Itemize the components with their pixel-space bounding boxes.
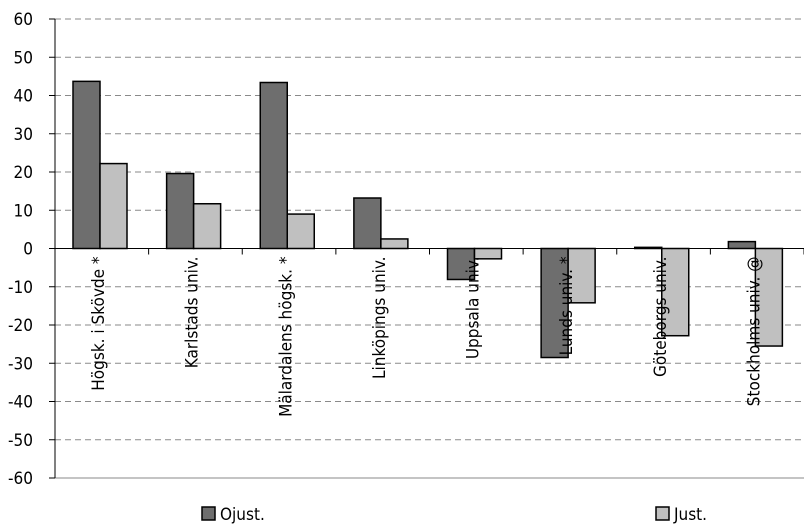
- category-label: Göteborgs univ.: [651, 257, 671, 377]
- bar-ojust: [259, 81, 288, 250]
- y-tick-label: 20: [14, 163, 33, 183]
- bar-just: [99, 162, 128, 250]
- bar-ojust: [353, 197, 382, 250]
- bar-ojust: [165, 172, 195, 250]
- bar-ojust: [727, 240, 757, 250]
- bar-just: [192, 202, 222, 250]
- legend-label-ojust: Ojust.: [220, 505, 265, 525]
- y-tick-label: 0: [23, 240, 33, 260]
- y-tick-label: 40: [14, 87, 33, 107]
- y-tick-label: -30: [8, 354, 33, 374]
- y-tick-label: -40: [8, 393, 33, 413]
- bars: [54, 80, 804, 359]
- y-tick-label: -60: [8, 469, 33, 489]
- legend-label-just: Just.: [673, 505, 707, 525]
- legend-swatch-just: [655, 506, 670, 521]
- category-label: Högsk. i Skövde *: [89, 256, 109, 391]
- y-tick-label: 60: [14, 10, 33, 30]
- bar-just: [661, 247, 690, 337]
- y-tick-label: -10: [8, 278, 33, 298]
- legend-swatch-ojust: [201, 506, 216, 521]
- y-axis: 60 50 40 30 20 10 0 -10 -20 -30 -40 -50 -60: [8, 10, 56, 489]
- bar-ojust: [72, 80, 101, 250]
- y-tick-label: -20: [8, 316, 33, 336]
- y-tick-label: 50: [14, 48, 33, 68]
- legend: Ojust. Just.: [201, 505, 707, 525]
- y-tick-label: 10: [14, 201, 33, 221]
- bar-ojust: [446, 247, 476, 281]
- y-tick-label: -50: [8, 431, 33, 451]
- bar-ojust: [540, 247, 569, 359]
- category-labels: Högsk. i Skövde * Karlstads univ. Mälardal…: [89, 256, 764, 417]
- category-label: Stockholms univ. @: [744, 257, 764, 407]
- y-tick-label: 30: [14, 125, 33, 145]
- bar-just: [380, 238, 409, 250]
- category-label: Linköpings univ.: [370, 257, 390, 380]
- bar-just: [567, 247, 596, 304]
- category-label: Uppsala univ.: [464, 257, 484, 360]
- category-label: Mälardalens högsk. *: [276, 256, 296, 417]
- bar-just: [286, 213, 315, 250]
- category-label: Karlstads univ.: [183, 257, 203, 369]
- category-label: Lunds univ. *: [557, 256, 577, 355]
